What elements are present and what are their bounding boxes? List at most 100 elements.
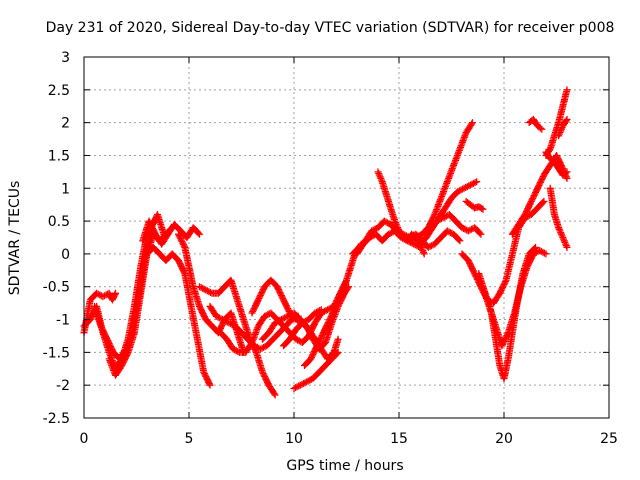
- data-point: [465, 182, 473, 190]
- y-tick-label: 2: [61, 116, 70, 132]
- x-axis-label: GPS time / hours: [286, 458, 403, 474]
- data-point: [394, 224, 402, 232]
- data-point: [466, 226, 474, 234]
- data-point: [222, 317, 230, 325]
- data-point: [220, 316, 228, 324]
- data-point: [499, 284, 507, 291]
- data-point: [438, 215, 445, 223]
- y-tick-label: 0.5: [48, 214, 70, 230]
- x-tick-label: 15: [390, 431, 408, 447]
- data-point: [412, 234, 420, 241]
- data-point: [529, 250, 537, 258]
- data-point: [212, 312, 220, 320]
- data-point: [477, 230, 485, 238]
- y-tick-label: -0.5: [43, 280, 70, 296]
- data-point: [303, 378, 311, 386]
- data-point: [445, 228, 453, 236]
- data-point: [563, 86, 571, 94]
- series-arc-19: [406, 119, 476, 245]
- series-arc-30: [546, 184, 571, 251]
- series-arc-06: [143, 243, 214, 389]
- data-point: [418, 245, 426, 253]
- y-tick-label: -2.5: [43, 411, 70, 427]
- data-point: [555, 130, 563, 138]
- data-point: [523, 206, 531, 214]
- data-point: [455, 187, 463, 195]
- x-tick-label: 10: [285, 431, 303, 447]
- data-point: [247, 340, 255, 348]
- data-point: [557, 229, 565, 237]
- data-point: [558, 232, 566, 240]
- series-arc-31: [555, 115, 571, 140]
- data-point: [312, 343, 320, 351]
- data-point: [281, 314, 288, 322]
- data-point: [378, 176, 385, 184]
- data-point: [540, 197, 548, 205]
- data-point: [106, 357, 114, 365]
- data-point: [469, 119, 476, 127]
- data-point: [376, 173, 384, 181]
- data-point: [385, 230, 392, 238]
- data-point: [338, 291, 346, 299]
- data-point: [254, 296, 262, 304]
- x-axis: 0 5 10 15 20 25: [80, 57, 618, 447]
- series-arc-22: [462, 197, 487, 213]
- data-point: [146, 219, 154, 226]
- data-point: [108, 345, 116, 353]
- data-point: [202, 286, 210, 294]
- data-point: [177, 261, 185, 269]
- data-point: [300, 380, 307, 387]
- x-tick-label: 20: [495, 431, 513, 447]
- data-point: [196, 230, 203, 238]
- data-point: [309, 351, 317, 359]
- data-point: [540, 249, 548, 257]
- data-point: [420, 250, 428, 258]
- data-point: [539, 199, 547, 206]
- data-point: [530, 192, 538, 200]
- plot-frame: [83, 56, 610, 419]
- data-point: [322, 307, 330, 314]
- data-point: [334, 335, 342, 343]
- data-point: [214, 313, 222, 321]
- series-arc-23: [458, 197, 548, 307]
- data-point: [409, 235, 417, 243]
- data-point: [223, 318, 231, 326]
- data-point: [151, 216, 159, 224]
- x-tick-label: 0: [80, 431, 89, 447]
- data-point: [536, 124, 544, 132]
- data-point: [460, 225, 468, 232]
- data-point: [316, 307, 324, 314]
- data-point: [231, 346, 239, 354]
- data-point: [458, 224, 466, 232]
- series-arc-26: [508, 152, 571, 238]
- series-arc-10: [217, 276, 350, 356]
- data-point: [197, 305, 205, 313]
- data-point: [562, 242, 570, 250]
- data-point: [334, 348, 342, 356]
- data-point: [253, 325, 261, 333]
- data-point: [294, 336, 302, 344]
- data-point: [410, 234, 418, 242]
- data-point: [555, 225, 563, 233]
- data-point: [555, 224, 563, 232]
- data-point: [180, 268, 188, 276]
- series-arc-28: [542, 86, 571, 159]
- data-point: [455, 236, 463, 244]
- data-point: [466, 181, 474, 189]
- data-point: [411, 241, 419, 249]
- data-point: [262, 311, 270, 319]
- data-point: [470, 268, 478, 276]
- data-point: [93, 289, 101, 297]
- series-arc-14: [290, 348, 342, 392]
- data-point: [194, 229, 202, 237]
- data-point: [535, 181, 543, 189]
- data-point: [271, 391, 279, 399]
- data-points: [80, 86, 571, 399]
- data-point: [203, 375, 211, 383]
- data-point: [293, 383, 301, 391]
- data-point: [206, 381, 214, 389]
- data-point: [557, 125, 565, 133]
- data-point: [436, 215, 444, 223]
- data-point: [123, 350, 131, 358]
